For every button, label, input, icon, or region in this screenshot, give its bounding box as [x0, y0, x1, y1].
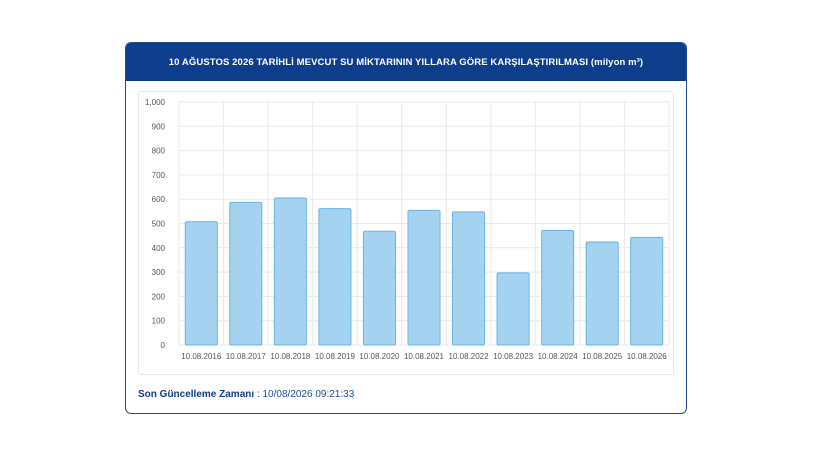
x-tick-label: 10.08.2016 [181, 352, 222, 361]
x-tick-label: 10.08.2025 [582, 352, 623, 361]
y-tick-label: 800 [152, 147, 166, 156]
bar-chart: 0 100 200 300 400 500 600 700 800 900 1,000 10.08.2… [145, 98, 670, 361]
x-tick-label: 10.08.2024 [538, 352, 579, 361]
bar [318, 208, 352, 346]
y-tick-label: 0 [161, 341, 166, 350]
bar [496, 272, 530, 346]
last-update: Son Güncelleme Zamanı : 10/08/2026 09:21… [138, 389, 354, 400]
y-tick-label: 400 [152, 244, 166, 253]
x-tick-label: 10.08.2019 [315, 352, 356, 361]
y-tick-label: 500 [152, 220, 166, 229]
y-tick-label: 900 [152, 122, 166, 131]
bar [585, 241, 619, 346]
last-update-separator: : [254, 389, 263, 400]
x-tick-label: 10.08.2023 [493, 352, 534, 361]
bar [407, 209, 441, 346]
x-tick-label: 10.08.2020 [359, 352, 400, 361]
last-update-value: 10/08/2026 09:21:33 [262, 389, 355, 400]
x-tick-label: 10.08.2026 [627, 352, 668, 361]
bar [273, 197, 307, 346]
bar [184, 221, 218, 346]
bar [229, 201, 263, 346]
chart-card: 10 AĞUSTOS 2026 TARİHLİ MEVCUT SU MİKTAR… [125, 42, 687, 414]
y-tick-label: 600 [152, 195, 166, 204]
y-tick-label: 300 [152, 268, 166, 277]
bar [452, 211, 486, 346]
chart-title: 10 AĞUSTOS 2026 TARİHLİ MEVCUT SU MİKTAR… [126, 43, 686, 81]
bar [362, 230, 396, 346]
x-tick-label: 10.08.2022 [449, 352, 490, 361]
y-tick-label: 100 [152, 317, 166, 326]
y-tick-label: 1,000 [145, 98, 166, 107]
x-tick-label: 10.08.2017 [226, 352, 267, 361]
chart-area: 0 100 200 300 400 500 600 700 800 900 1,000 10.08.2… [138, 91, 674, 375]
bar [541, 230, 575, 346]
last-update-label: Son Güncelleme Zamanı [138, 389, 255, 400]
y-tick-label: 700 [152, 171, 166, 180]
x-tick-label: 10.08.2021 [404, 352, 445, 361]
x-tick-label: 10.08.2018 [270, 352, 311, 361]
y-tick-label: 200 [152, 292, 166, 301]
bar [630, 236, 664, 346]
